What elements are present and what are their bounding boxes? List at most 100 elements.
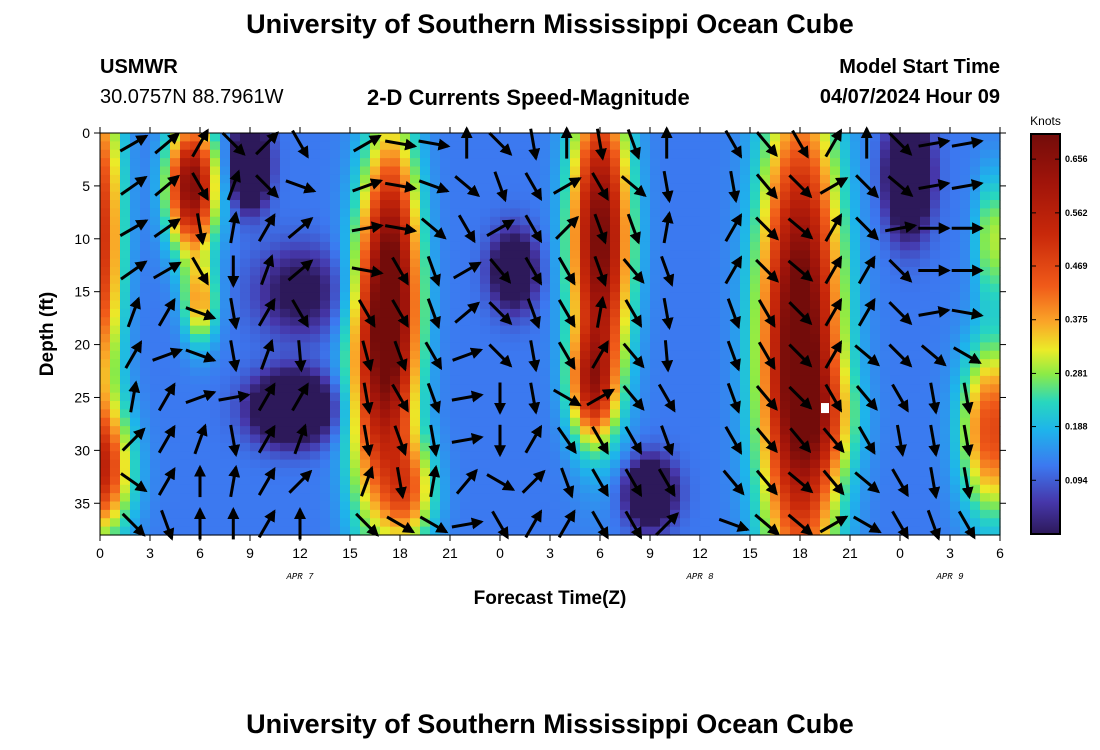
heatmap-cell <box>110 476 121 486</box>
heatmap-cell <box>560 267 571 276</box>
current-arrow <box>391 299 409 328</box>
heatmap-cell <box>920 191 931 201</box>
heatmap-cell <box>550 241 561 251</box>
heatmap-cell <box>370 308 381 318</box>
heatmap-cell <box>420 183 431 193</box>
heatmap-cell <box>520 258 531 268</box>
heatmap-cell <box>590 417 601 427</box>
heatmap-cell <box>870 292 881 302</box>
heatmap-cell <box>170 518 181 528</box>
heatmap-cell <box>980 409 991 419</box>
current-arrow <box>918 305 951 318</box>
heatmap-cell <box>390 434 401 444</box>
heatmap-cell <box>830 200 841 209</box>
heatmap-cell <box>980 367 991 377</box>
heatmap-cell <box>610 468 621 477</box>
heatmap-cell <box>160 166 171 176</box>
heatmap-cell <box>600 401 611 410</box>
x-tick-label: 6 <box>996 545 1004 561</box>
heatmap-cell <box>810 158 821 168</box>
heatmap-cell <box>600 141 611 151</box>
heatmap-cell <box>710 166 721 176</box>
heatmap-cell <box>250 308 261 318</box>
current-arrow <box>257 467 276 496</box>
heatmap-cell <box>680 308 691 318</box>
colorbar: Knots 0.6560.5620.4690.3750.2810.1880.09… <box>1030 114 1088 535</box>
heatmap-cell <box>980 200 991 209</box>
heatmap-cell <box>980 442 991 452</box>
heatmap-cell <box>690 191 701 201</box>
heatmap-cell <box>840 342 851 352</box>
heatmap-cell <box>570 258 581 268</box>
heatmap-cell <box>520 216 531 226</box>
heatmap-cell <box>680 342 691 352</box>
heatmap-cell <box>880 267 891 276</box>
heatmap-cell <box>150 133 161 142</box>
heatmap-cell <box>960 133 971 142</box>
heatmap-cell <box>180 292 191 302</box>
heatmap-cell <box>250 401 261 410</box>
heatmap-cell <box>940 258 951 268</box>
heatmap-cell <box>540 292 551 302</box>
heatmap-cell <box>190 451 201 461</box>
heatmap-cell <box>250 384 261 394</box>
heatmap-cell <box>770 166 781 176</box>
heatmap-cell <box>160 434 171 444</box>
heatmap-cell <box>970 334 981 343</box>
heatmap-cell <box>560 401 571 410</box>
heatmap-cell <box>350 208 361 218</box>
heatmap-cell <box>820 250 831 260</box>
heatmap-cell <box>310 384 321 394</box>
heatmap-cell <box>270 283 281 293</box>
heatmap-cell <box>600 308 611 318</box>
heatmap-cell <box>680 434 691 444</box>
current-arrow <box>226 169 241 201</box>
heatmap-cell <box>410 526 421 536</box>
heatmap-cell <box>780 317 791 327</box>
heatmap-cell <box>820 375 831 385</box>
heatmap-cell <box>370 300 381 310</box>
heatmap-cell <box>570 451 581 461</box>
heatmap-cell <box>800 241 811 251</box>
heatmap-cell <box>370 342 381 352</box>
heatmap-cell <box>220 359 231 369</box>
heatmap-cell <box>980 241 991 251</box>
heatmap-cell <box>120 392 131 402</box>
heatmap-cell <box>330 401 341 410</box>
heatmap-cell <box>360 275 371 285</box>
y-tick-label: 10 <box>74 231 90 247</box>
colorbar-tick-label: 0.469 <box>1065 261 1088 271</box>
heatmap-cell <box>870 200 881 209</box>
heatmap-cell <box>510 267 521 276</box>
heatmap-cell <box>670 258 681 268</box>
heatmap-cell <box>720 434 731 444</box>
heatmap-cell <box>290 417 301 427</box>
heatmap-cell <box>180 493 191 503</box>
heatmap-cell <box>220 233 231 243</box>
heatmap-cell <box>730 526 741 536</box>
heatmap-cell <box>860 275 871 285</box>
heatmap-cell <box>560 459 571 469</box>
heatmap-cell <box>150 392 161 402</box>
heatmap-cell <box>830 166 841 176</box>
heatmap-cell <box>930 384 941 394</box>
heatmap-cell <box>950 216 961 226</box>
heatmap-cell <box>190 476 201 486</box>
heatmap-cell <box>170 459 181 469</box>
heatmap-cell <box>230 375 241 385</box>
heatmap-cell <box>720 392 731 402</box>
heatmap-cell <box>410 308 421 318</box>
heatmap-cell <box>540 275 551 285</box>
heatmap-cell <box>310 501 321 511</box>
heatmap-cell <box>780 191 791 201</box>
current-arrow <box>789 427 812 454</box>
heatmap-cell <box>980 359 991 369</box>
heatmap-cell <box>140 183 151 193</box>
heatmap-cell <box>860 509 871 519</box>
heatmap-cell <box>700 292 711 302</box>
heatmap-cell <box>140 409 151 419</box>
heatmap-cell <box>430 484 441 494</box>
heatmap-cell <box>480 141 491 151</box>
heatmap-cell <box>110 216 121 226</box>
heatmap-cell <box>550 501 561 511</box>
